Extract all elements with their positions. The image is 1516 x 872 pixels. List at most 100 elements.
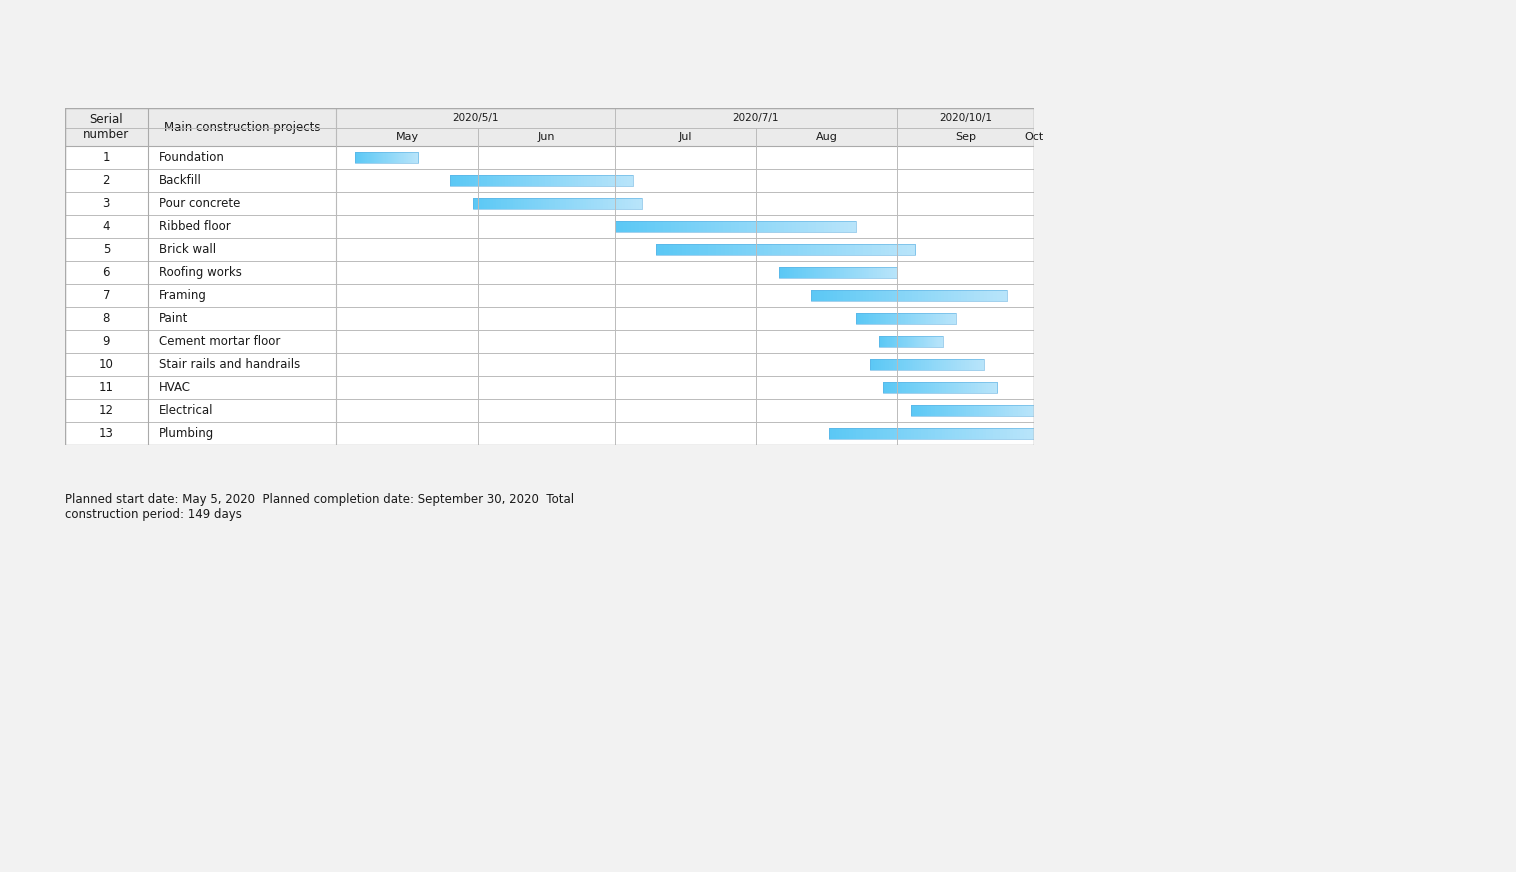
Bar — [816, 244, 820, 255]
Bar — [675, 221, 679, 232]
Text: Backfill: Backfill — [159, 174, 202, 187]
Bar — [505, 198, 506, 209]
Bar — [938, 290, 941, 301]
Text: Main construction projects: Main construction projects — [164, 120, 320, 133]
Bar — [790, 244, 794, 255]
Bar — [496, 198, 499, 209]
Text: Cement mortar floor: Cement mortar floor — [159, 335, 280, 348]
Bar — [831, 290, 834, 301]
Bar — [614, 221, 857, 232]
Bar — [487, 175, 490, 186]
Bar — [846, 267, 847, 278]
Bar — [879, 290, 882, 301]
Text: Stair rails and handrails: Stair rails and handrails — [159, 358, 300, 371]
Bar — [850, 290, 854, 301]
Bar — [894, 358, 896, 370]
Bar — [870, 428, 873, 439]
Bar — [925, 428, 928, 439]
Bar — [897, 313, 899, 324]
Bar — [887, 428, 890, 439]
Bar — [910, 313, 911, 324]
Bar — [935, 290, 938, 301]
Bar — [901, 382, 902, 392]
Bar — [796, 221, 800, 232]
Bar — [532, 198, 535, 209]
Bar — [911, 244, 916, 255]
Bar — [699, 244, 703, 255]
Bar — [800, 221, 803, 232]
Bar — [493, 175, 496, 186]
Bar — [508, 175, 511, 186]
Bar — [556, 175, 559, 186]
Bar — [985, 428, 990, 439]
Bar — [893, 290, 896, 301]
Bar — [951, 290, 955, 301]
Bar — [996, 382, 998, 392]
Bar — [643, 221, 647, 232]
Bar — [550, 175, 553, 186]
Bar — [878, 267, 879, 278]
Text: Planned start date: May 5, 2020  Planned completion date: September 30, 2020  To: Planned start date: May 5, 2020 Planned … — [65, 493, 575, 521]
Bar — [902, 290, 905, 301]
Bar — [925, 358, 926, 370]
Bar — [453, 175, 456, 186]
Bar — [482, 198, 485, 209]
Bar — [796, 267, 799, 278]
Bar — [629, 175, 632, 186]
Bar — [946, 405, 948, 416]
Text: Foundation: Foundation — [159, 151, 224, 164]
Bar — [960, 405, 963, 416]
Bar — [1023, 428, 1028, 439]
Bar — [967, 358, 969, 370]
Bar — [529, 175, 532, 186]
Bar — [619, 221, 623, 232]
Bar — [916, 313, 919, 324]
Bar — [682, 244, 687, 255]
Bar — [1010, 405, 1011, 416]
Bar — [807, 244, 811, 255]
Bar — [976, 382, 978, 392]
Bar — [872, 267, 873, 278]
Bar — [684, 221, 687, 232]
Bar — [955, 358, 957, 370]
Bar — [1032, 405, 1034, 416]
Bar — [807, 267, 808, 278]
Bar — [891, 358, 893, 370]
Bar — [904, 313, 905, 324]
Bar — [694, 244, 699, 255]
Bar — [755, 221, 760, 232]
Bar — [561, 198, 564, 209]
Bar — [970, 358, 972, 370]
Bar — [505, 175, 508, 186]
Bar — [638, 221, 643, 232]
Bar — [820, 221, 825, 232]
Bar — [914, 313, 916, 324]
Bar — [813, 267, 814, 278]
Bar — [559, 175, 562, 186]
Bar — [760, 244, 764, 255]
Bar — [876, 358, 878, 370]
Bar — [499, 175, 502, 186]
Text: Brick wall: Brick wall — [159, 243, 217, 256]
Bar — [623, 175, 626, 186]
Bar — [512, 198, 515, 209]
Bar — [553, 175, 556, 186]
Bar — [823, 290, 828, 301]
Bar — [946, 358, 948, 370]
Bar — [1020, 428, 1023, 439]
Bar — [520, 175, 523, 186]
Bar — [535, 198, 538, 209]
Bar — [943, 405, 946, 416]
Bar — [940, 382, 943, 392]
Bar — [934, 405, 935, 416]
Bar — [978, 382, 981, 392]
Bar — [897, 428, 901, 439]
Bar — [479, 198, 482, 209]
Bar — [781, 244, 785, 255]
Bar — [473, 198, 476, 209]
Bar — [885, 290, 888, 301]
Bar — [525, 198, 526, 209]
Bar — [872, 313, 873, 324]
Bar — [888, 290, 893, 301]
Bar — [867, 267, 870, 278]
